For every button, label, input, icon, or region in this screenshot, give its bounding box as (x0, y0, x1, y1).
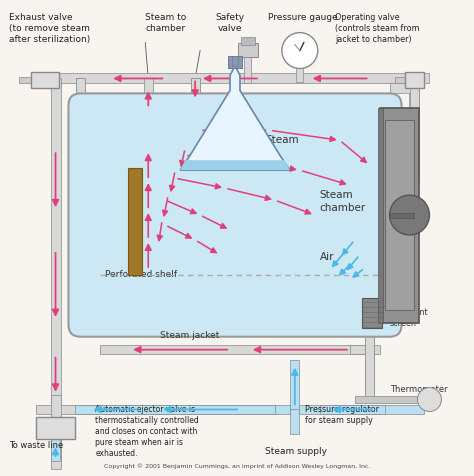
Polygon shape (180, 160, 290, 170)
Bar (51, 79, 61, 457)
Bar (238, 42, 258, 57)
Bar (100, 345, 370, 354)
Bar (296, 69, 303, 82)
Bar (241, 37, 255, 45)
Bar (231, 56, 238, 66)
Bar (18, 78, 33, 83)
Bar (76, 79, 85, 105)
Bar (362, 298, 382, 328)
Text: Steam
chamber: Steam chamber (320, 190, 366, 213)
Text: Door: Door (392, 170, 413, 179)
Bar (36, 405, 275, 415)
Bar (76, 79, 85, 105)
Text: Pressure regulator
for steam supply: Pressure regulator for steam supply (305, 405, 379, 425)
Bar (365, 325, 374, 399)
Bar (51, 439, 61, 469)
Circle shape (418, 387, 441, 411)
Bar (191, 79, 200, 105)
Bar (36, 417, 75, 439)
Text: Steam supply: Steam supply (265, 447, 327, 456)
Text: Safety
valve: Safety valve (216, 13, 245, 33)
Circle shape (282, 32, 318, 69)
Bar (365, 325, 374, 399)
Bar (320, 405, 384, 414)
Circle shape (390, 195, 429, 235)
Bar (191, 79, 200, 105)
FancyBboxPatch shape (69, 93, 401, 337)
Bar (291, 409, 299, 435)
Text: Pressure gauge: Pressure gauge (268, 13, 337, 22)
Text: Exhaust valve
(to remove steam
after sterilization): Exhaust valve (to remove steam after ste… (9, 13, 90, 44)
Bar (394, 78, 407, 83)
Text: Operating valve
(controls steam from
jacket to chamber): Operating valve (controls steam from jac… (335, 13, 419, 44)
Bar (81, 320, 130, 329)
Text: To waste line: To waste line (9, 441, 63, 450)
Text: Perforated shelf: Perforated shelf (105, 270, 177, 279)
Bar (390, 83, 419, 93)
Text: Thermometer: Thermometer (390, 385, 447, 394)
Bar (410, 89, 419, 110)
Bar (270, 405, 424, 415)
Bar (51, 395, 61, 449)
Bar (31, 72, 58, 89)
Bar (245, 56, 252, 83)
Bar (390, 213, 414, 218)
Bar (51, 439, 60, 461)
Text: Copyright © 2001 Benjamin Cummings, an imprint of Addison Wesley Longman, Inc.: Copyright © 2001 Benjamin Cummings, an i… (104, 464, 370, 469)
Bar (410, 79, 419, 183)
Bar (384, 120, 414, 310)
Bar (378, 109, 383, 323)
Text: Air: Air (320, 252, 334, 262)
Bar (36, 73, 429, 83)
Text: Sediment
screen: Sediment screen (390, 308, 428, 328)
Text: Steam: Steam (265, 135, 299, 145)
Text: Steam jacket: Steam jacket (161, 331, 220, 340)
Text: Steam to
chamber: Steam to chamber (145, 13, 187, 33)
Bar (404, 72, 424, 89)
Bar (350, 345, 380, 354)
Bar (228, 56, 242, 68)
Text: Automatic ejector valve is
thermostatically controlled
and closes on contact wit: Automatic ejector valve is thermostatica… (95, 405, 199, 458)
Bar (144, 79, 153, 109)
Bar (380, 109, 419, 323)
Bar (128, 168, 142, 275)
Bar (291, 360, 299, 415)
Bar (75, 405, 275, 414)
Bar (76, 105, 85, 325)
Polygon shape (180, 66, 290, 170)
Bar (355, 396, 424, 403)
